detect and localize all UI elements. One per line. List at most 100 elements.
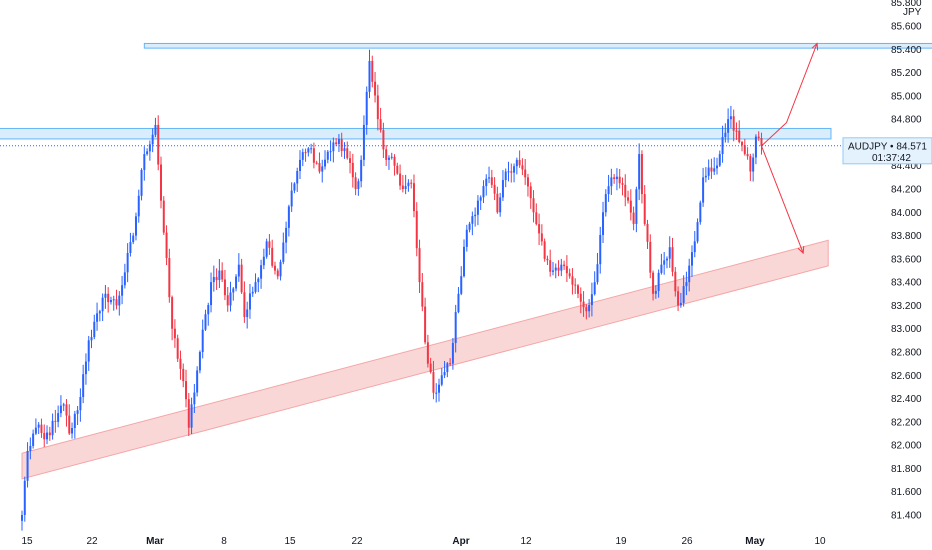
candle-body (410, 182, 413, 184)
candle-body (299, 159, 301, 172)
candle-body (610, 177, 613, 187)
time-axis[interactable]: 15 22 Mar 8 15 22 Apr 12 19 26 May 10 (21, 536, 826, 547)
support-trend-channel[interactable] (21, 239, 829, 480)
candle-body (385, 149, 388, 160)
candle-body (340, 138, 343, 151)
candle-body (262, 256, 265, 266)
candle-body (376, 95, 379, 120)
candle-body (360, 159, 363, 182)
candle-body (248, 293, 251, 310)
candle-body (157, 124, 160, 165)
candle-body (296, 171, 299, 184)
candle-body (23, 480, 26, 515)
candle-body (412, 183, 415, 212)
candles-layer (21, 49, 763, 531)
candle-body (738, 130, 741, 143)
candle-body (760, 138, 763, 146)
candle-body (629, 200, 632, 213)
candle-body (482, 186, 485, 198)
candle-body (399, 173, 402, 186)
candle-body (468, 223, 471, 230)
candle-body (674, 271, 677, 292)
candle-body (273, 265, 276, 271)
candle-body (59, 405, 62, 414)
candle-body (585, 307, 588, 312)
candle-body (51, 420, 54, 436)
scenario-arrow-1[interactable] (761, 43, 818, 147)
candle-body (79, 397, 82, 411)
candle-body (62, 404, 65, 406)
candle-body (663, 260, 666, 265)
candle-body (368, 60, 371, 92)
candle-body (560, 264, 563, 271)
candle-body (93, 321, 96, 338)
candle-body (68, 415, 71, 434)
candle-body (34, 427, 37, 434)
candle-body (426, 342, 429, 364)
overlay-layer (761, 42, 819, 255)
candle-body (668, 247, 671, 259)
candle-body (173, 328, 176, 339)
candle-body (290, 190, 293, 207)
candle-body (685, 282, 688, 287)
countdown-timer: 01:37:42 (872, 153, 911, 164)
candle-body (187, 399, 190, 428)
candle-body (390, 156, 393, 158)
candle-body (440, 375, 443, 385)
candle-body (529, 186, 532, 199)
candle-body (26, 450, 29, 481)
currency-label: JPY (903, 7, 922, 18)
candle-body (574, 284, 577, 286)
candle-body (46, 432, 49, 440)
candle-body (735, 130, 738, 132)
candle-body (87, 340, 90, 362)
candle-body (677, 291, 680, 306)
candle-body (379, 119, 382, 131)
candle-body (210, 282, 213, 306)
candle-body (104, 293, 107, 298)
candle-body (754, 136, 757, 158)
candle-body (571, 276, 574, 285)
candle-body (143, 154, 146, 170)
candle-body (543, 241, 546, 259)
candle-body (554, 267, 557, 271)
candle-body (282, 242, 285, 262)
candle-body (621, 183, 624, 185)
candle-body (716, 165, 718, 169)
candle-body (137, 195, 140, 217)
candle-body (168, 258, 171, 298)
price-axis[interactable]: 85.80085.60085.40085.20085.00084.80084.6… (891, 0, 922, 522)
price-tick-label: 81.600 (891, 487, 922, 498)
candle-body (276, 270, 279, 277)
resistance-zone-2[interactable] (0, 127, 832, 140)
candle-body (357, 181, 360, 189)
candle-body (257, 278, 260, 283)
candle-body (407, 182, 410, 187)
candle-body (198, 352, 201, 371)
candle-body (271, 247, 274, 266)
candle-body (493, 184, 496, 194)
candle-body (590, 294, 593, 306)
candle-body (134, 216, 137, 236)
candle-body (435, 392, 438, 394)
resistance-zone-1[interactable] (143, 42, 932, 49)
candle-body (196, 370, 199, 393)
candle-body (101, 297, 104, 312)
candle-body (76, 410, 79, 414)
candle-body (326, 151, 329, 160)
candle-body (268, 241, 271, 248)
candle-body (693, 241, 696, 253)
candle-body (54, 420, 57, 422)
candle-body (699, 202, 702, 223)
candle-body (354, 177, 357, 189)
price-tick-label: 81.400 (891, 511, 922, 522)
candle-body (349, 158, 352, 163)
candle-body (207, 305, 210, 315)
scenario-arrow-2[interactable] (761, 145, 804, 254)
candle-body (515, 159, 518, 167)
candle-body (243, 292, 246, 318)
price-tick-label: 82.400 (891, 394, 922, 405)
candle-body (160, 164, 162, 201)
candle-body (732, 116, 735, 131)
